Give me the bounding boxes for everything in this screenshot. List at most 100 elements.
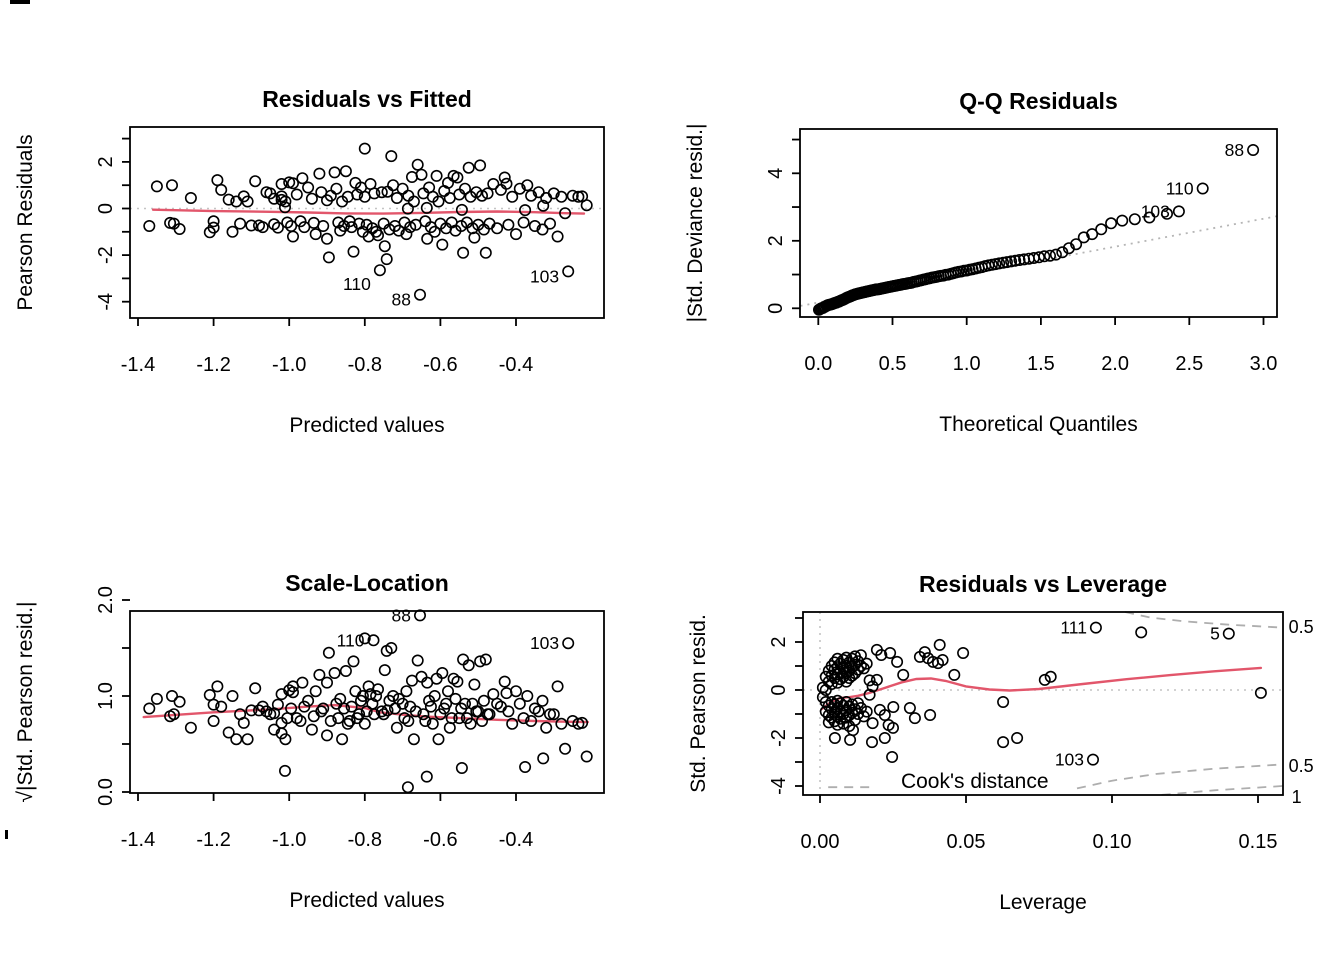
data-point: [302, 694, 315, 707]
x-tick-label: -0.8: [348, 354, 382, 376]
data-point: [908, 712, 921, 725]
outlier-label-88: 88: [392, 290, 411, 310]
data-point: [851, 707, 864, 720]
panel-residuals-vs-fitted: 110 88 103 -1.4 -1.2 -1.0 -0.8 -0.6 -0.4 -4 -2 0 2 Re…: [14, 86, 605, 437]
data-point: [436, 666, 449, 679]
y-tick-label: 0: [95, 203, 117, 214]
panel-title: Residuals vs Fitted: [262, 86, 472, 112]
data-point: [997, 736, 1010, 749]
data-point: [309, 685, 322, 698]
data-point: [1033, 251, 1046, 264]
y-tick-label: 2: [768, 636, 790, 647]
data-point: [903, 701, 916, 714]
x-tick-label: 2.0: [1101, 353, 1129, 375]
data-point: [347, 655, 360, 668]
data-point: [328, 166, 341, 179]
data-point: [351, 188, 364, 201]
y-axis-title: √|Std. Pearson resid.|: [14, 601, 37, 802]
x-axis-title: Predicted values: [289, 414, 444, 437]
data-point: [1070, 238, 1083, 251]
data-point: [1116, 214, 1129, 227]
y-tick-label: -2: [95, 246, 117, 264]
data-point: [537, 199, 550, 212]
cook-distance-contour: [1124, 611, 1283, 629]
outlier-label-110: 110: [337, 630, 365, 650]
panel-residuals-vs-leverage: Cook's distance 111 5 103 0.5 0.5 1 0.00 0.05 0.1…: [687, 571, 1314, 914]
data-point: [551, 680, 564, 693]
x-tick-label: 0.05: [947, 831, 986, 853]
smoother-line: [820, 666, 1263, 711]
y-tick-label: 1.0: [95, 682, 117, 710]
data-point: [475, 189, 488, 202]
data-point: [166, 179, 179, 192]
data-point: [234, 217, 247, 230]
data-point: [249, 175, 262, 188]
x-tick-label: 3.0: [1250, 353, 1278, 375]
data-point: [525, 189, 538, 202]
data-point: [532, 705, 545, 718]
data-point: [464, 717, 477, 730]
data-point: [203, 226, 216, 239]
data-point: [1038, 673, 1051, 686]
data-point: [483, 708, 496, 721]
data-point: [432, 195, 445, 208]
data-point: [268, 218, 281, 231]
x-tick-label: -1.4: [121, 354, 155, 376]
y-axis-title: Std. Pearson resid.: [687, 614, 710, 793]
data-point: [897, 668, 910, 681]
outlier-label-88: 88: [1225, 140, 1244, 160]
data-point: [184, 192, 197, 205]
data-point: [513, 697, 526, 710]
data-point: [1009, 254, 1022, 267]
data-point: [404, 221, 417, 234]
data-point: [462, 659, 475, 672]
data-point: [502, 705, 515, 718]
data-point: [211, 174, 224, 187]
outlier-label-103: 103: [1141, 201, 1170, 221]
data-point: [1105, 217, 1118, 230]
data-point: [1044, 249, 1057, 262]
x-tick-label: 0.0: [804, 353, 832, 375]
data-point: [150, 180, 163, 193]
x-tick-label: 0.15: [1239, 831, 1278, 853]
data-point: [420, 201, 433, 214]
data-point: [517, 216, 530, 229]
data-point: [494, 183, 507, 196]
data-point: [375, 186, 388, 199]
data-point: [854, 701, 867, 714]
panel-qq-residuals: 88 110 103 0.0 0.5 1.0 1.5 2.0 2.5 3.0 0 2 4 Q-Q Resi…: [684, 88, 1278, 436]
data-point: [385, 641, 398, 654]
data-point: [918, 646, 931, 659]
data-point: [1161, 207, 1174, 220]
data-point: [380, 253, 393, 266]
data-point: [407, 195, 420, 208]
data-point: [320, 232, 333, 245]
data-point: [402, 189, 415, 202]
data-point: [278, 764, 291, 777]
x-tick-label: 1.5: [1027, 353, 1055, 375]
data-point: [426, 717, 439, 730]
data-point: [167, 708, 180, 721]
x-axis-title: Predicted values: [289, 889, 444, 912]
data-point: [457, 246, 470, 259]
cook-distance-contour: [1076, 763, 1283, 790]
data-point: [580, 750, 593, 763]
data-point: [525, 714, 538, 727]
data-point: [886, 721, 899, 734]
panel-scale-location: 88 110 103 -1.4 -1.2 -1.0 -0.8 -0.6 -0.4 0.0 1.0 2.…: [14, 570, 605, 912]
data-point: [441, 685, 454, 698]
data-point: [378, 240, 391, 253]
data-point: [997, 695, 1010, 708]
x-tick-label: 1.0: [953, 353, 981, 375]
data-point: [562, 637, 575, 650]
data-point: [279, 733, 292, 746]
data-point: [878, 731, 891, 744]
data-point: [536, 223, 549, 236]
data-point: [402, 714, 415, 727]
data-point: [846, 706, 859, 719]
data-point: [358, 717, 371, 730]
data-point: [479, 653, 492, 666]
data-point: [500, 177, 513, 190]
